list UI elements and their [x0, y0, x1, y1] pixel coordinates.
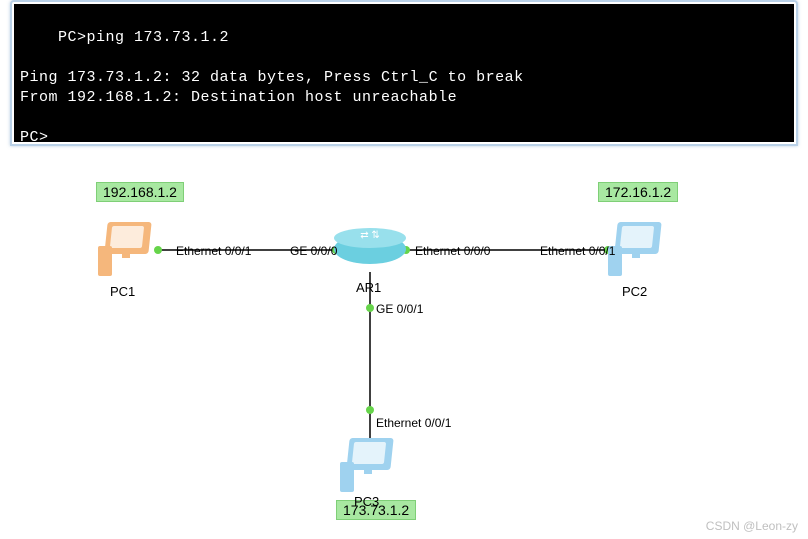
terminal-window: PC>ping 173.73.1.2 Ping 173.73.1.2: 32 d…	[10, 0, 798, 146]
label-pc1: PC1	[110, 284, 135, 299]
device-pc1[interactable]	[98, 222, 158, 278]
label-ar1: AR1	[356, 280, 381, 295]
ip-pc2: 172.16.1.2	[598, 182, 678, 202]
port-ar1-ge1: GE 0/0/1	[376, 302, 423, 316]
watermark: CSDN @Leon-zy	[706, 519, 798, 533]
router-icon: ⇄ ⇅	[334, 230, 406, 246]
label-pc3: PC3	[354, 494, 379, 509]
terminal-line-2: Ping 173.73.1.2: 32 data bytes, Press Ct…	[20, 69, 524, 86]
router-ar1[interactable]: ⇄ ⇅	[334, 228, 406, 272]
topology-svg	[0, 160, 808, 530]
device-pc2[interactable]	[608, 222, 668, 278]
device-pc3[interactable]	[340, 438, 400, 494]
network-topology: ⇄ ⇅ AR1 192.168.1.2 PC1 172.16.1.2 PC2 1…	[0, 160, 808, 530]
port-pc1-eth: Ethernet 0/0/1	[176, 244, 251, 258]
port-ar1-ge0: GE 0/0/0	[290, 244, 337, 258]
ip-pc1: 192.168.1.2	[96, 182, 184, 202]
terminal-output: PC>ping 173.73.1.2 Ping 173.73.1.2: 32 d…	[14, 4, 794, 142]
terminal-line-3: From 192.168.1.2: Destination host unrea…	[20, 89, 457, 106]
port-pc2-eth: Ethernet 0/0/1	[540, 244, 615, 258]
label-pc2: PC2	[622, 284, 647, 299]
terminal-line-5: PC>	[20, 129, 49, 146]
port-ar1-eth0: Ethernet 0/0/0	[415, 244, 490, 258]
terminal-line-0: PC>ping 173.73.1.2	[58, 29, 229, 46]
port-pc3-eth: Ethernet 0/0/1	[376, 416, 451, 430]
